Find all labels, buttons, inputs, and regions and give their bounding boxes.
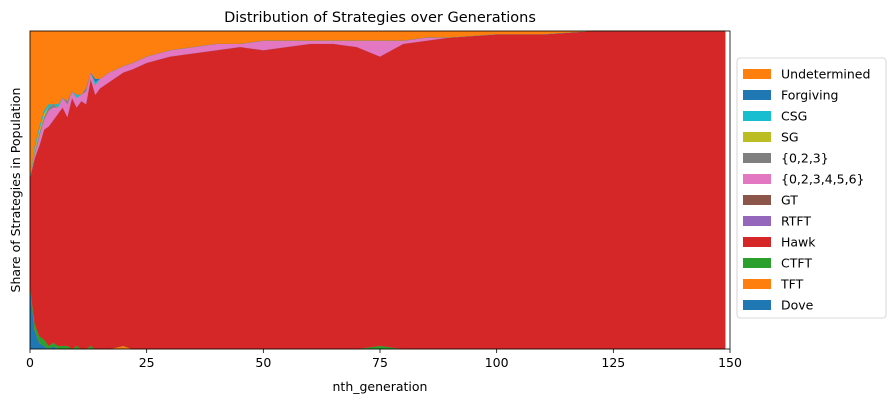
legend-swatch-undetermined — [743, 69, 771, 79]
legend-swatch-0-2-3 — [743, 153, 771, 163]
legend-swatch-0-2-3-4-5-6 — [743, 174, 771, 184]
legend-swatch-gt — [743, 195, 771, 205]
legend-label-ctft: CTFT — [781, 256, 812, 271]
x-axis-label: nth_generation — [333, 379, 428, 394]
legend-label-hawk: Hawk — [781, 235, 816, 250]
legend-swatch-hawk — [743, 237, 771, 247]
legend-swatch-ctft — [743, 258, 771, 268]
legend-label-undetermined: Undetermined — [781, 67, 870, 82]
legend-label-0-2-3-4-5-6: {0,2,3,4,5,6} — [781, 172, 865, 187]
legend-label-forgiving: Forgiving — [781, 88, 838, 103]
legend-swatch-sg — [743, 132, 771, 142]
x-tick-label: 125 — [601, 355, 625, 370]
legend-swatch-dove — [743, 300, 771, 310]
legend-label-csg: CSG — [781, 109, 807, 124]
legend-swatch-tft — [743, 279, 771, 289]
x-tick-label: 50 — [255, 355, 271, 370]
legend-label-dove: Dove — [781, 298, 814, 313]
y-axis-label: Share of Strategies in Population — [8, 88, 23, 293]
legend-swatch-rtft — [743, 216, 771, 226]
x-axis-ticks: 0 25 50 75 100 125 150 — [26, 349, 742, 370]
legend-frame — [736, 57, 887, 319]
legend-items: Undetermined Forgiving CSG SG {0,2,3} {0,2,3,… — [743, 67, 870, 313]
x-tick-label: 150 — [718, 355, 742, 370]
x-tick-label: 75 — [372, 355, 388, 370]
legend-label-gt: GT — [781, 193, 798, 208]
legend-swatch-forgiving — [743, 90, 771, 100]
legend-swatch-csg — [743, 111, 771, 121]
legend: Undetermined Forgiving CSG SG {0,2,3} {0,2,3,… — [736, 57, 887, 319]
legend-label-rtft: RTFT — [781, 214, 811, 229]
chart-title: Distribution of Strategies over Generati… — [224, 10, 536, 26]
area-hawk — [29, 30, 726, 350]
legend-label-0-2-3: {0,2,3} — [781, 151, 829, 166]
x-tick-label: 25 — [139, 355, 155, 370]
stacked-areas — [29, 30, 726, 350]
legend-label-sg: SG — [781, 130, 799, 145]
x-tick-label: 0 — [26, 355, 34, 370]
legend-label-tft: TFT — [780, 277, 804, 292]
x-tick-label: 100 — [485, 355, 509, 370]
